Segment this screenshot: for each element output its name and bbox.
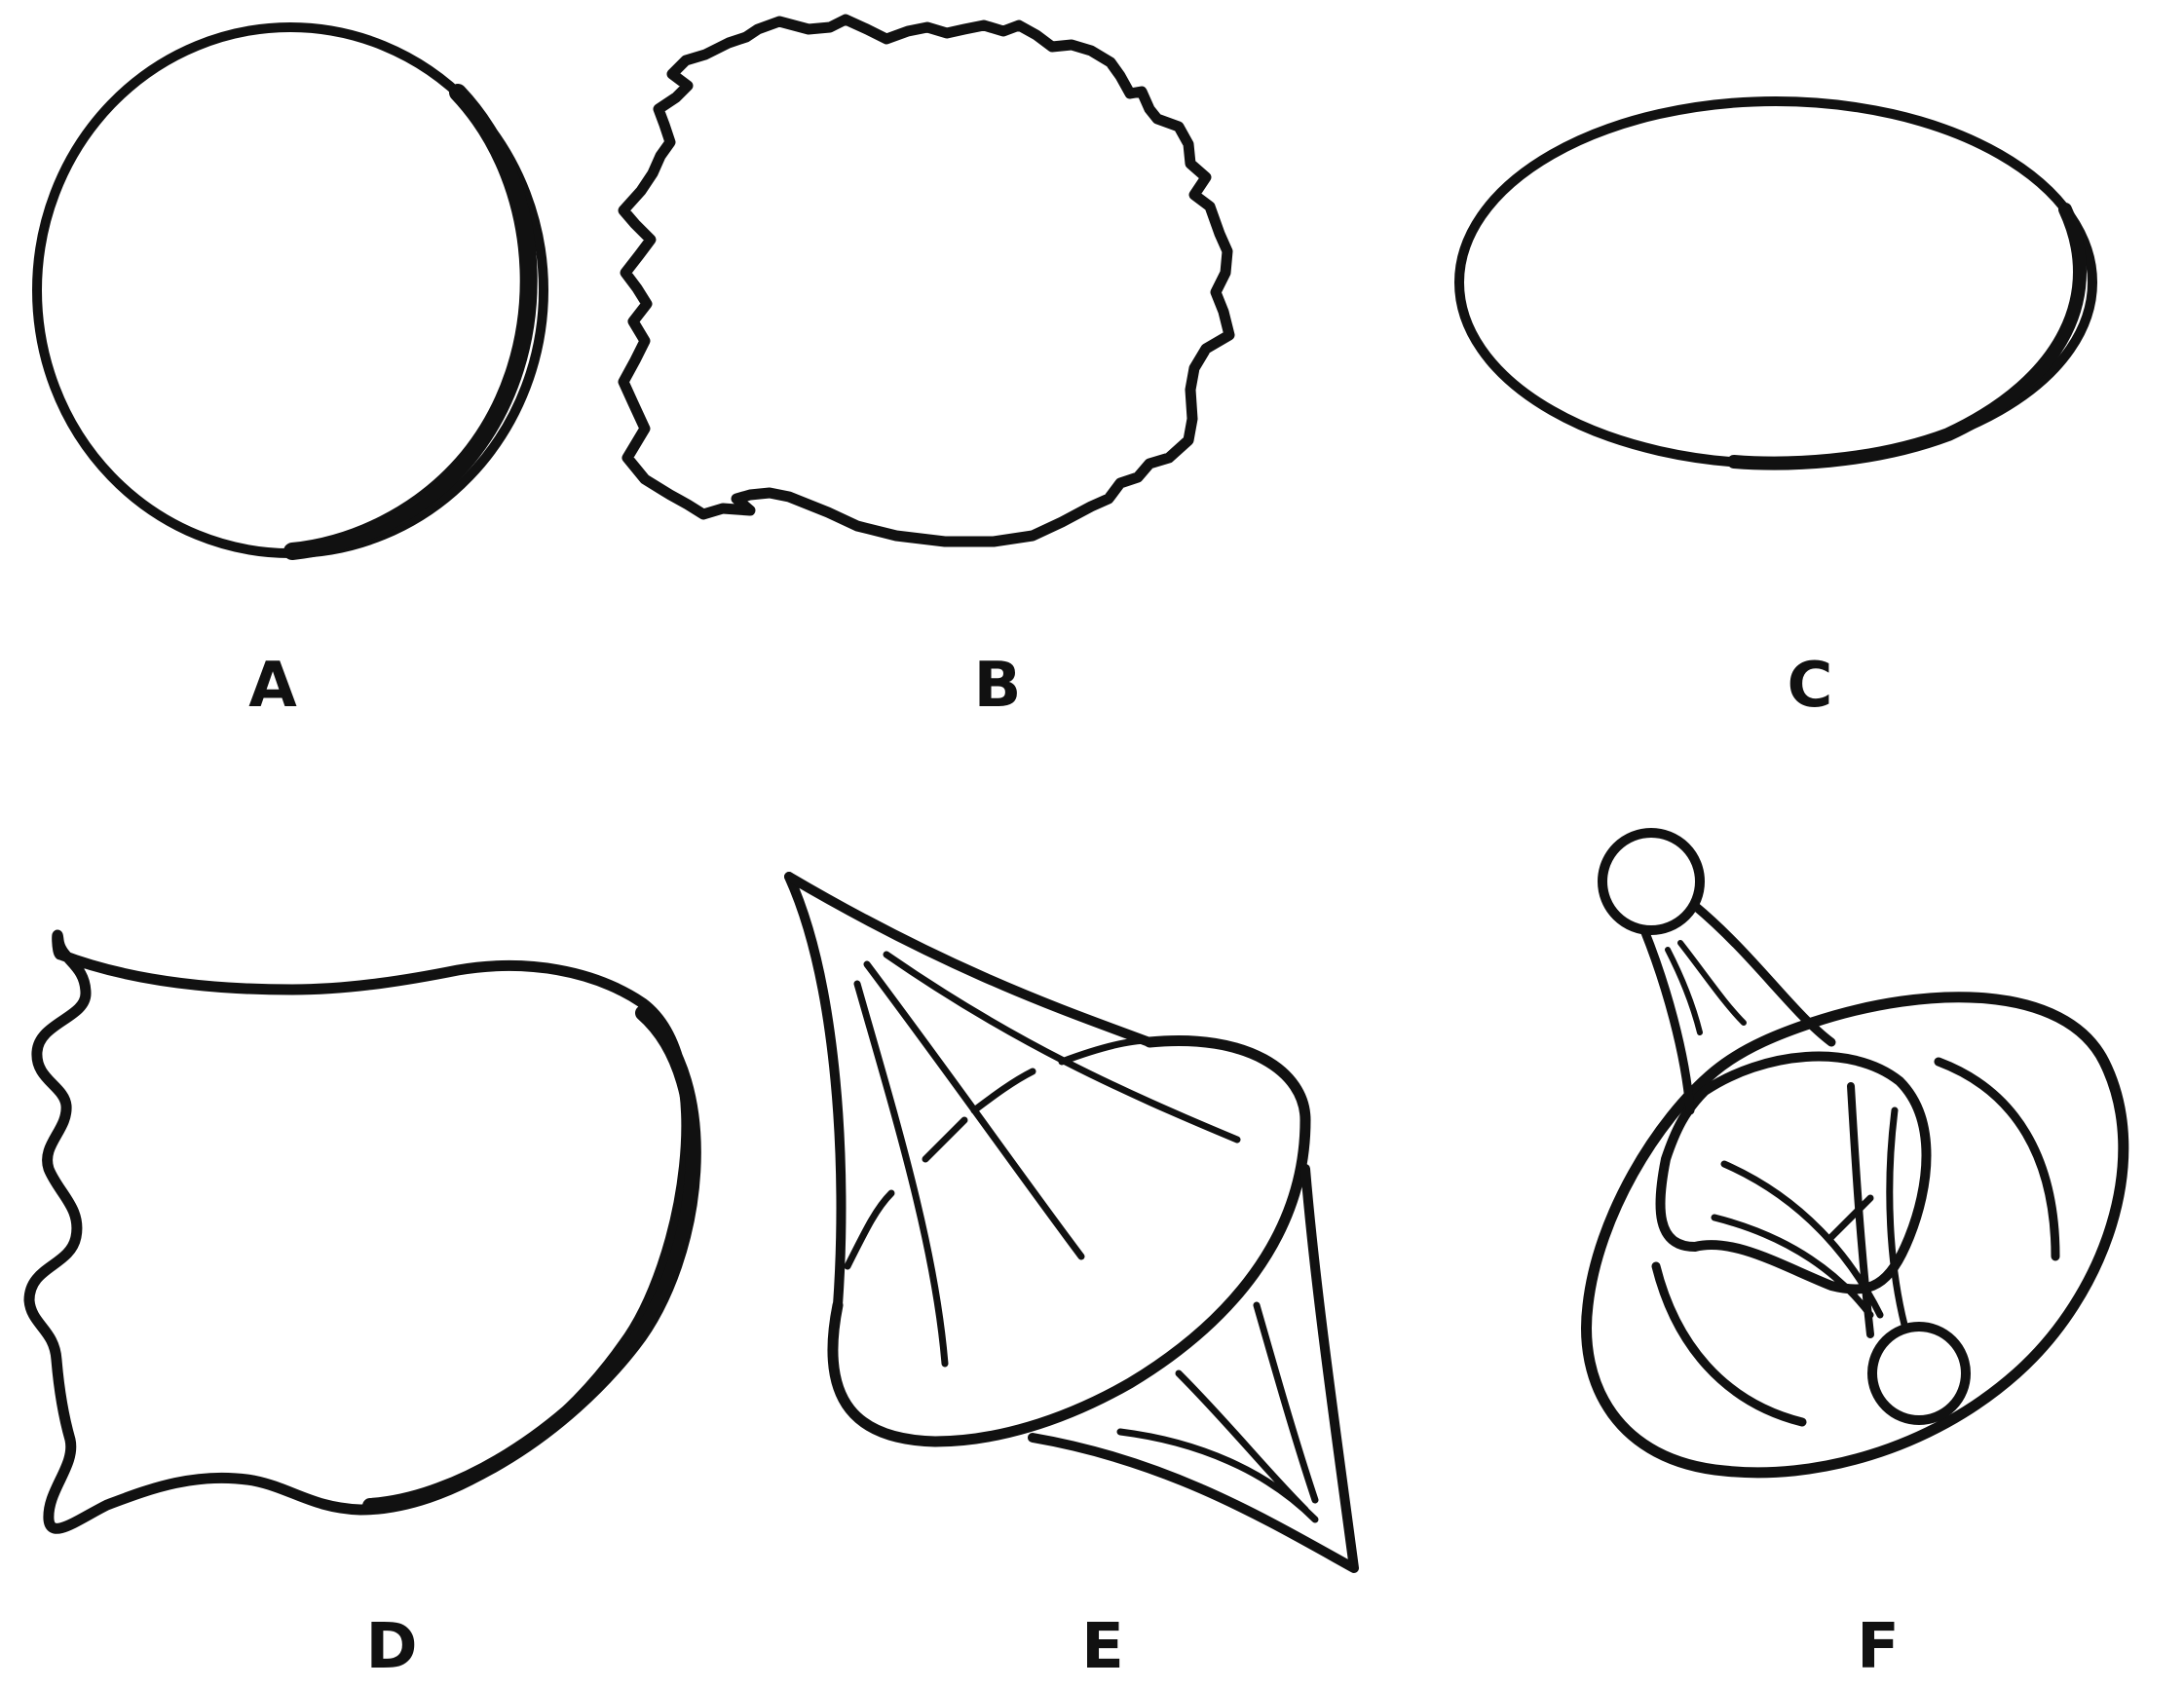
shape-e-fiber-4 <box>970 1068 1036 1114</box>
shape-d-outline <box>23 929 693 1534</box>
shape-f-strand-5 <box>1827 1194 1874 1241</box>
shape-f-lower-nucleolus <box>1867 1322 1971 1425</box>
shape-f-inner-ring <box>1655 1051 1932 1294</box>
shape-e-fiber-3 <box>883 951 1241 1144</box>
shape-e-fiber-9 <box>1175 1369 1309 1514</box>
label-b: B <box>974 650 1022 722</box>
shape-f-upper-nucleolus <box>1598 828 1705 935</box>
shape-d-wavy-cell <box>23 929 701 1534</box>
shape-f-upper-stalk-right <box>1690 901 1836 1047</box>
shape-c-shadow-rim <box>1727 203 2087 470</box>
shape-a-shadow-rim <box>283 84 538 560</box>
shape-e-fiber-2 <box>863 960 1085 1260</box>
shape-e-fiber-7 <box>1058 1036 1153 1066</box>
shape-f-strand-3 <box>1720 1160 1884 1319</box>
shape-e-body <box>827 1035 1311 1447</box>
shape-f-strand-4 <box>1711 1214 1874 1319</box>
shape-f-complex-cell <box>1581 828 2129 1479</box>
shape-c-ellipse <box>1454 96 2097 470</box>
shape-e-spindle-cell <box>784 872 1359 1573</box>
shape-f-strand-2 <box>1886 1107 1908 1329</box>
shape-e-lower-spike <box>1028 1164 1359 1573</box>
shape-a-circle <box>32 22 548 560</box>
shape-e-fiber-8 <box>1116 1428 1319 1523</box>
label-a: A <box>248 650 297 722</box>
shape-f-upper-stalk-left <box>1639 925 1695 1115</box>
shape-f-stalk-fiber-2 <box>1677 940 1747 1026</box>
label-e: E <box>1081 1611 1124 1683</box>
shape-f-stalk-fiber-1 <box>1665 947 1703 1035</box>
shape-e-fiber-5 <box>922 1116 968 1163</box>
label-c: C <box>1788 650 1833 722</box>
shape-e-fiber-10 <box>1253 1301 1319 1504</box>
shape-b-outline <box>618 14 1235 547</box>
shape-e-upper-spike-edge <box>784 872 1154 1047</box>
shape-e-upper-spike <box>784 872 847 1310</box>
shape-f-outer-membrane <box>1581 992 2129 1479</box>
shape-d-shadow-rim <box>362 1005 701 1514</box>
shape-e-fiber-1 <box>853 980 949 1368</box>
label-d: D <box>365 1611 417 1683</box>
label-f: F <box>1857 1611 1900 1683</box>
shape-f-arc-right <box>1934 1057 2060 1261</box>
shape-f-arc-left <box>1651 1261 1807 1427</box>
shape-b-crenated-blob <box>618 14 1235 547</box>
shape-e-fiber-6 <box>844 1189 895 1270</box>
